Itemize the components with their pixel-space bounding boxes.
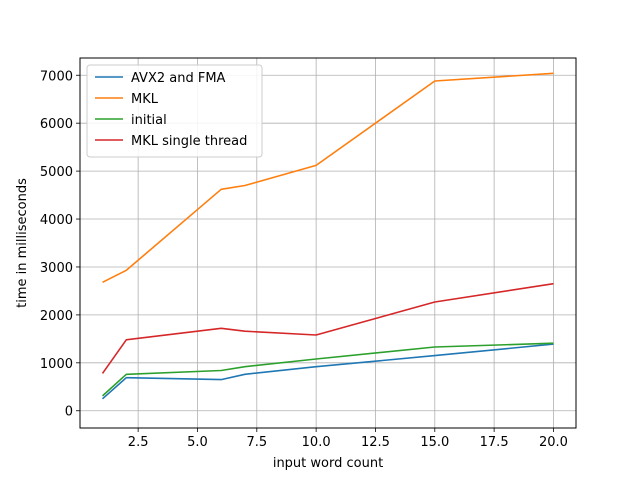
legend-label: MKL: [131, 92, 159, 107]
y-tick-label: 4000: [40, 213, 73, 228]
legend: AVX2 and FMA MKL initial MKL single thread: [86, 64, 263, 158]
x-tick-label: 20.0: [539, 435, 568, 450]
y-tick-label: 5000: [40, 165, 73, 180]
series-line: [101, 343, 554, 400]
x-tick-label: 12.5: [361, 435, 390, 450]
y-axis-label: time in milliseconds: [15, 178, 30, 308]
axis-ticks: 2.5 5.0 7.5 10.0 12.5 15.0 17.5 20.0 0 1000 2000 30…: [40, 69, 568, 450]
legend-box: [86, 64, 263, 158]
plot-frame: [79, 57, 577, 429]
x-axis-label: input word count: [273, 456, 383, 471]
legend-label: AVX2 and FMA: [131, 71, 226, 86]
y-tick-label: 2000: [40, 309, 73, 324]
grid-lines: [80, 58, 576, 428]
legend-label: MKL single thread: [131, 134, 247, 149]
y-tick-label: 0: [65, 405, 73, 420]
x-tick-label: 15.0: [420, 435, 449, 450]
x-tick-label: 2.5: [128, 435, 149, 450]
legend-label: initial: [131, 113, 167, 128]
y-tick-label: 3000: [40, 261, 73, 276]
x-tick-label: 7.5: [246, 435, 267, 450]
y-tick-label: 6000: [40, 117, 73, 132]
y-tick-label: 7000: [40, 69, 73, 84]
x-tick-label: 5.0: [187, 435, 208, 450]
series-line: [101, 282, 554, 374]
series-line: [101, 342, 554, 397]
x-tick-label: 10.0: [302, 435, 331, 450]
x-tick-label: 17.5: [480, 435, 509, 450]
series-line: [102, 72, 554, 284]
series-lines: [101, 72, 554, 400]
y-tick-label: 1000: [40, 357, 73, 372]
